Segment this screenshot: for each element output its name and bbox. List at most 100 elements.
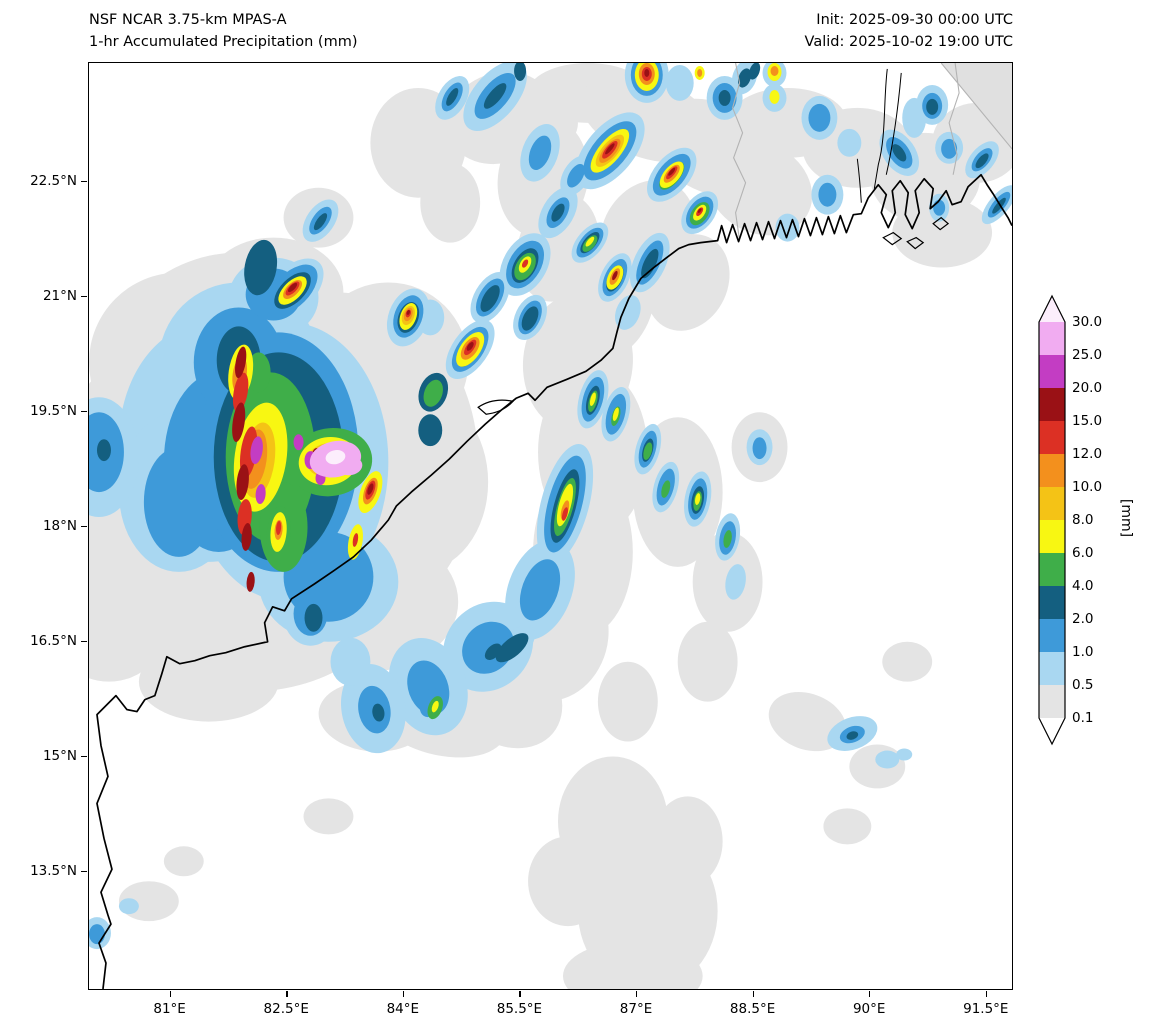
precip-cell	[431, 700, 439, 713]
map-svg	[89, 63, 1012, 989]
y-tick-mark	[81, 871, 87, 873]
lakes	[477, 399, 515, 415]
colorbar-level-label: 4.0	[1072, 578, 1094, 594]
precip-cell	[818, 182, 837, 207]
precip-cell	[246, 571, 255, 592]
precip-cell	[612, 407, 619, 422]
colorbar-under-arrow	[1039, 718, 1065, 744]
x-tick-label: 90°E	[852, 1001, 886, 1017]
colorbar-outline	[1038, 294, 1066, 746]
island-outline	[906, 236, 925, 250]
precip-cell	[551, 203, 565, 222]
islands	[882, 216, 950, 250]
precip-cell	[143, 447, 214, 557]
precip-cell	[882, 641, 933, 682]
precip-cell	[605, 143, 615, 155]
precip-cell	[697, 68, 703, 77]
y-tick-label: 22.5°N	[30, 172, 77, 189]
x-tick-label: 88.5°E	[729, 1001, 776, 1017]
precip-cell	[495, 633, 529, 663]
precip-cell	[808, 103, 831, 132]
y-tick-mark	[81, 526, 87, 528]
border-line	[732, 63, 747, 241]
precip-cell	[641, 248, 659, 279]
precip-cell	[902, 97, 927, 138]
precip-cell	[367, 483, 374, 495]
precip-cell	[665, 64, 694, 101]
precip-cell	[118, 898, 139, 915]
precip-cell	[232, 372, 249, 412]
colorbar-level-label: 1.0	[1072, 644, 1094, 660]
precip-cell	[926, 98, 939, 115]
precip-cell	[330, 637, 371, 686]
colorbar-segment	[1039, 355, 1065, 388]
colorbar-level-label: 30.0	[1072, 314, 1103, 330]
x-tick-label: 82.5°E	[263, 1001, 309, 1017]
x-tick-label: 87°E	[619, 1001, 653, 1017]
precip-cell	[235, 346, 247, 379]
colorbar-segment	[1039, 619, 1065, 652]
precip-cell	[163, 846, 204, 877]
rivers	[856, 68, 902, 203]
y-tick-label: 13.5°N	[30, 863, 77, 880]
precip-cell	[521, 259, 529, 268]
precip-cell	[255, 484, 266, 505]
colorbar	[1036, 292, 1100, 762]
precip-cell	[718, 89, 731, 106]
x-tick-mark	[402, 991, 405, 997]
precip-cell	[276, 521, 282, 535]
precip-cell	[232, 402, 246, 443]
y-tick-label: 16.5°N	[30, 633, 77, 650]
river-line	[885, 72, 902, 175]
map-plot	[88, 62, 1013, 990]
x-tick-mark	[519, 991, 521, 997]
precip-cell	[892, 144, 907, 162]
x-tick-mark	[869, 991, 871, 997]
precip-cell	[615, 295, 641, 330]
precip-cell	[293, 434, 304, 451]
precip-cell	[138, 641, 279, 722]
precip-cell	[508, 92, 578, 153]
colorbar-level-label: 0.5	[1072, 677, 1094, 693]
model-title: NSF NCAR 3.75-km MPAS-A	[89, 12, 287, 28]
y-tick-mark	[81, 295, 87, 298]
precip-cell	[423, 379, 443, 407]
precip-cell	[941, 138, 958, 159]
x-tick-label: 84°E	[386, 1001, 420, 1017]
precip-cell	[769, 89, 780, 104]
precip-cell	[706, 140, 813, 236]
precip-field	[89, 63, 1012, 989]
precip-cell	[446, 88, 459, 106]
precip-cell	[484, 643, 502, 660]
precip-cell	[849, 744, 906, 789]
x-tick-mark	[985, 991, 988, 997]
precip-cell	[528, 836, 608, 927]
colorbar-segment	[1039, 652, 1065, 685]
precip-cell	[837, 128, 862, 157]
precip-cell	[372, 703, 385, 722]
y-tick-mark	[81, 180, 87, 183]
colorbar-segment	[1039, 454, 1065, 487]
river-line	[856, 158, 862, 203]
precip-cell	[770, 65, 779, 76]
y-tick-label: 21°N	[42, 287, 77, 304]
precip-cell	[748, 63, 761, 80]
precip-cell	[304, 603, 323, 632]
colorbar-level-label: 6.0	[1072, 545, 1094, 561]
precip-cell	[313, 213, 328, 231]
precip-cell	[480, 285, 500, 312]
precip-cell	[287, 282, 298, 293]
colorbar-level-label: 2.0	[1072, 611, 1094, 627]
valid-time-label: Valid: 2025-10-02 19:00 UTC	[804, 34, 1013, 50]
precip-cell	[89, 924, 105, 945]
precip-cell	[562, 941, 703, 989]
coastlines	[96, 173, 1012, 989]
precip-cell	[644, 68, 650, 77]
colorbar-level-label: 20.0	[1072, 380, 1103, 396]
x-tick-mark	[752, 991, 754, 997]
y-tick-mark	[81, 756, 87, 758]
y-tick-mark	[81, 641, 87, 643]
colorbar-svg	[1038, 294, 1066, 746]
precip-cell	[561, 507, 568, 521]
